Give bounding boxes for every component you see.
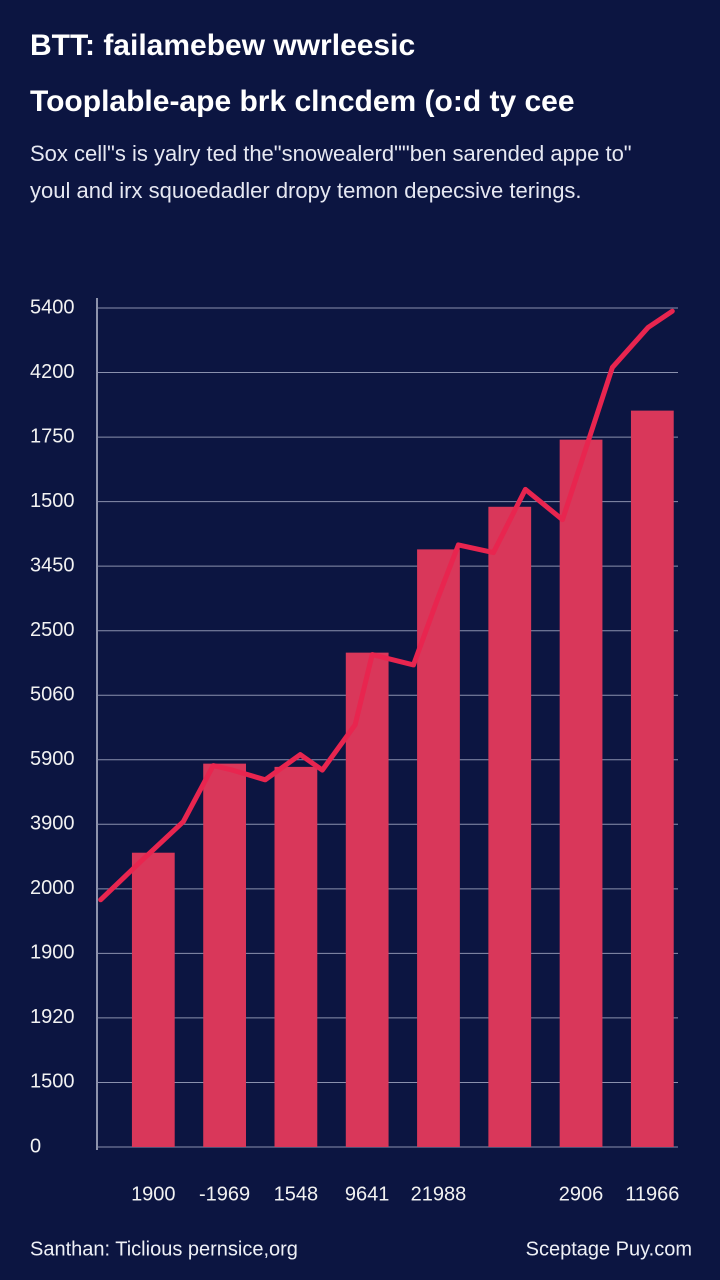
y-tick-label: 5400 [30,296,75,318]
bar [559,439,603,1147]
chart-title: BTT: failamebew wwrleesic [30,29,415,62]
x-tick-label: 11966 [625,1183,679,1205]
y-tick-label: 1920 [30,1006,75,1028]
x-tick-label: 2906 [559,1183,604,1205]
bar [274,766,318,1147]
x-tick-label: 1900 [131,1183,176,1205]
bar [345,652,389,1147]
bar [203,763,246,1147]
bar [488,506,532,1148]
y-tick-label: 1500 [30,490,75,512]
trend-line [98,308,675,903]
brand: Sceptage Puy.com [526,1238,692,1260]
subtitle: Sox cell"s is yalry ted the"snowealerd""… [30,141,632,166]
y-tick-label: 3450 [30,554,75,576]
y-tick-label: 0 [30,1135,41,1157]
bar [630,410,674,1147]
y-tick-label: 4200 [30,361,75,383]
x-tick-label: 21988 [411,1183,467,1205]
bar [417,549,460,1147]
y-tick-label: 5060 [30,684,75,706]
source: Santhan: Ticlious pernsice,org [30,1238,298,1260]
x-tick-label: 1548 [274,1183,319,1205]
y-tick-label: 2000 [30,877,75,899]
y-tick-label: 1750 [30,425,75,447]
y-tick-label: 5900 [30,748,75,770]
chart-title: Tooplable-ape brk clncdem (o:d ty cee [30,85,575,118]
y-tick-label: 3900 [30,813,75,835]
y-tick-label: 1500 [30,1071,75,1093]
x-tick-label: 9641 [345,1183,390,1205]
y-tick-label: 2500 [30,619,75,641]
subtitle: youl and irx squoedadler dropy temon dep… [30,178,582,203]
bar [131,852,175,1147]
x-tick-label: -1969 [199,1183,250,1205]
y-tick-label: 1900 [30,942,75,964]
